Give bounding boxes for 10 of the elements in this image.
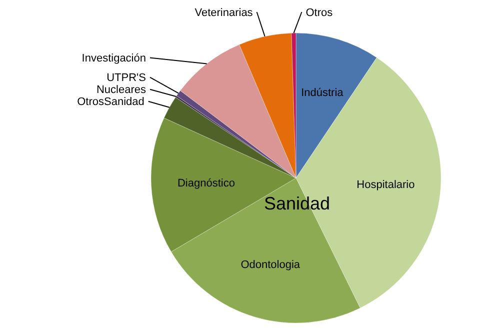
slice-label: Nucleares <box>96 84 146 96</box>
slice-label: Diagnóstico <box>177 178 235 190</box>
slice-label: UTPR'S <box>106 72 146 84</box>
slice-label: Investigación <box>82 52 146 65</box>
slice-label: Veterinarias <box>194 6 254 19</box>
slice-label: Hospitalario <box>356 178 415 191</box>
slice-label: Odontologia <box>240 259 301 272</box>
slice-label: Otros <box>306 6 334 19</box>
slice-label: OtrosSanidad <box>77 96 144 108</box>
slice-label: Indústria <box>301 86 344 99</box>
